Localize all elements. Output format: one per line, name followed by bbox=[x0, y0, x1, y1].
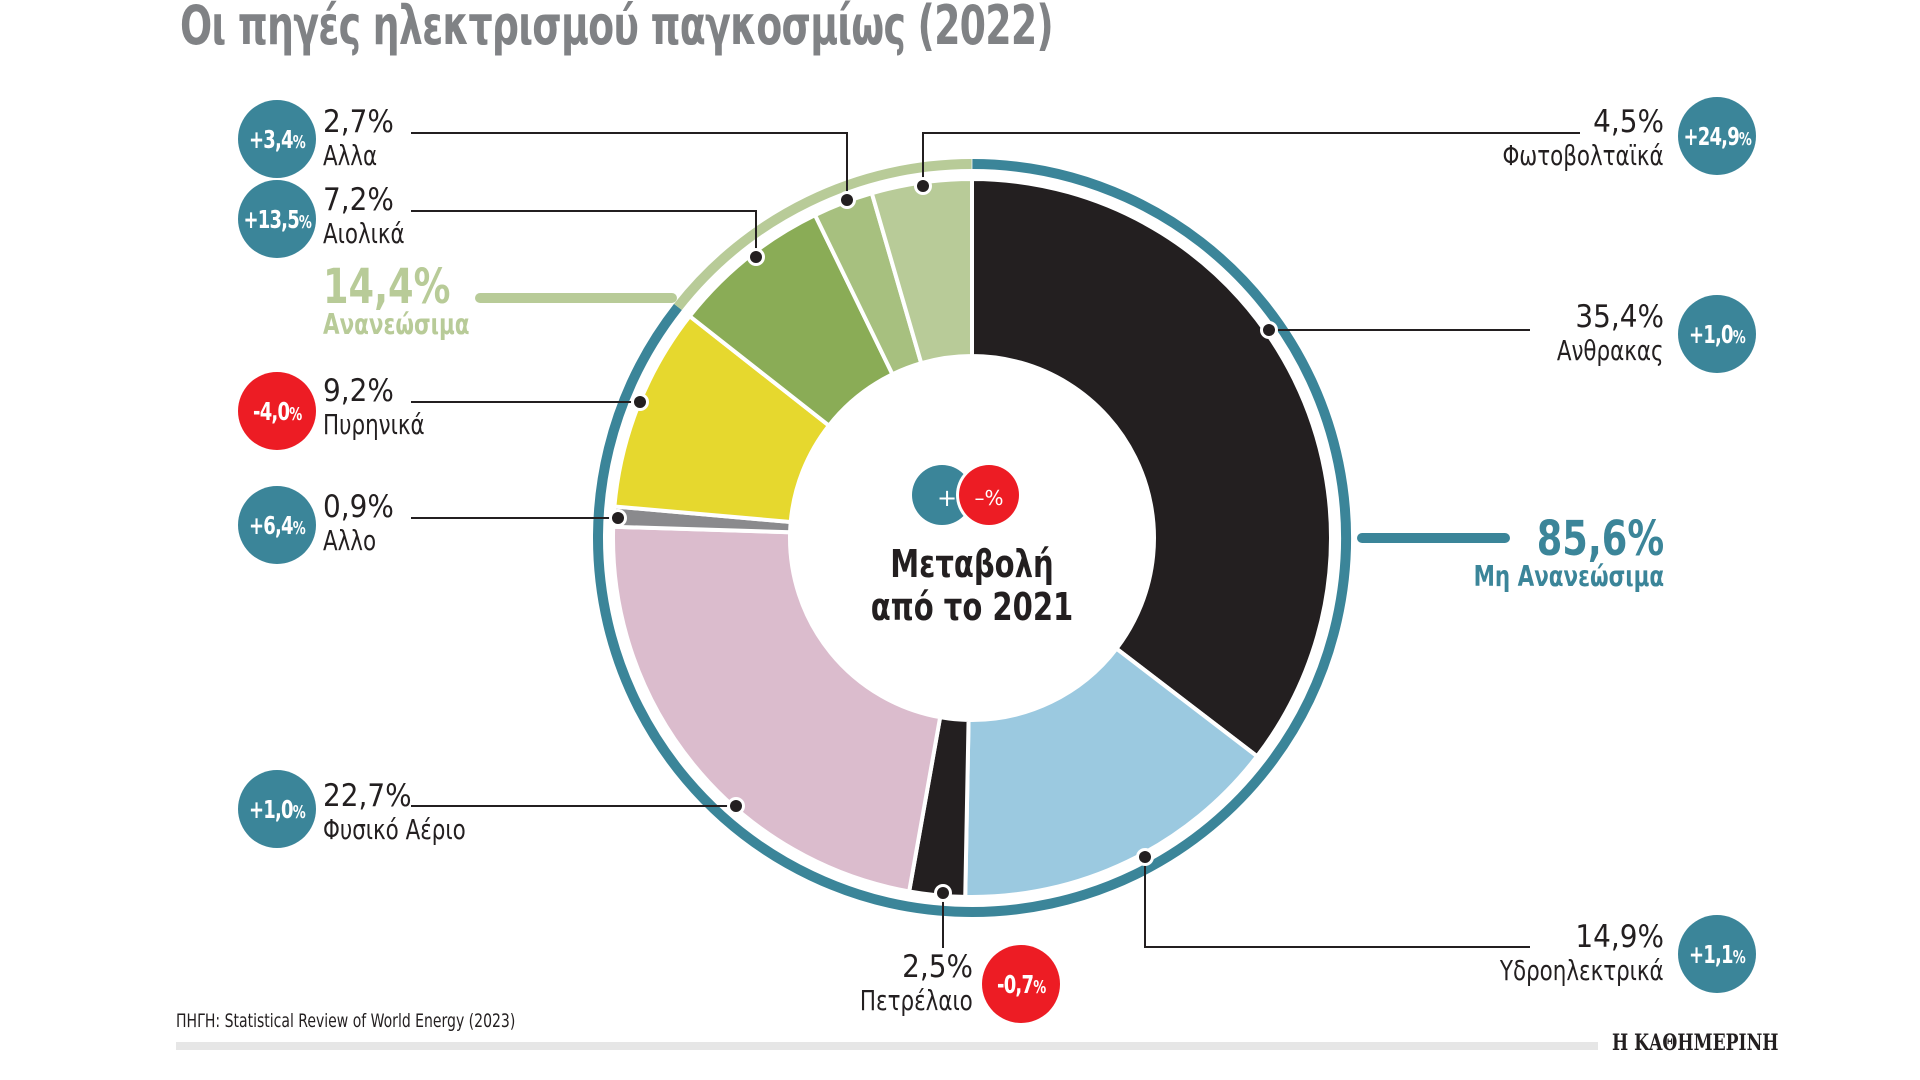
label-allo: 0,9% Αλλο bbox=[323, 492, 394, 555]
group-ring bbox=[475, 159, 1510, 917]
label-pct: 14,9% bbox=[1575, 919, 1664, 955]
label-pct: 9,2% bbox=[323, 373, 394, 409]
label-name: Αλλα bbox=[323, 139, 378, 172]
label-pct: 0,9% bbox=[323, 489, 394, 525]
change-badge-fotovoltaika: +24,9% bbox=[1678, 97, 1756, 175]
leader-lines bbox=[411, 132, 1580, 948]
change-badge-anthrakas: +1,0% bbox=[1678, 295, 1756, 373]
leader-dot bbox=[841, 194, 853, 206]
label-fysiko-aerio: 22,7% Φυσικό Αέριο bbox=[323, 781, 491, 844]
renewables-name: Ανανεώσιμα bbox=[323, 308, 470, 341]
leader-line bbox=[922, 132, 1580, 186]
leader-dot bbox=[1139, 851, 1151, 863]
label-name: Φυσικό Αέριο bbox=[323, 813, 466, 846]
label-name: Ανθρακας bbox=[1557, 334, 1664, 367]
label-fotovoltaika: 4,5% Φωτοβολταϊκά bbox=[1474, 107, 1664, 170]
label-alla: 2,7% Αλλα bbox=[323, 107, 394, 170]
label-name: Φωτοβολταϊκά bbox=[1502, 139, 1664, 172]
leader-dot bbox=[1263, 324, 1275, 336]
label-name: Υδροηλεκτρικά bbox=[1500, 954, 1664, 987]
leader-dot bbox=[937, 887, 949, 899]
leader-dot bbox=[730, 800, 742, 812]
footer-bar bbox=[176, 1042, 1598, 1050]
change-badge-ydroilektrika: +1,1% bbox=[1678, 915, 1756, 993]
non-renewables-name: Μη Ανανεώσιμα bbox=[1473, 560, 1664, 593]
donut-slice bbox=[970, 176, 1333, 760]
donut-slice bbox=[963, 645, 1260, 899]
source-note: ΠΗΓΗ: Statistical Review of World Energy… bbox=[176, 1010, 516, 1032]
label-ydroilektrika: 14,9% Υδροηλεκτρικά bbox=[1471, 922, 1664, 985]
non-renewables-group-label: 85,6% Μη Ανανεώσιμα bbox=[1440, 515, 1664, 591]
label-aiolika: 7,2% Αιολικά bbox=[323, 185, 419, 248]
leader-dot bbox=[634, 396, 646, 408]
leader-dot bbox=[612, 512, 624, 524]
non-renewables-pct: 85,6% bbox=[1536, 511, 1664, 567]
center-caption: Μεταβολή από το 2021 bbox=[870, 543, 1074, 628]
non-renewables-ring bbox=[593, 159, 1351, 917]
legend-minus-text: –% bbox=[974, 486, 1003, 510]
label-pct: 35,4% bbox=[1575, 299, 1664, 335]
donut-slice bbox=[869, 176, 974, 366]
label-petrelaio: 2,5% Πετρέλαιο bbox=[840, 952, 973, 1015]
change-badge-fysiko-aerio: +1,0% bbox=[238, 770, 316, 848]
label-name: Πυρηνικά bbox=[323, 408, 425, 441]
leader-line bbox=[411, 210, 757, 257]
leader-line bbox=[411, 132, 848, 200]
change-badge-pyrinika: -4,0% bbox=[238, 372, 316, 450]
renewables-group-label: 14,4% Ανανεώσιμα bbox=[323, 263, 495, 339]
renewables-ring bbox=[673, 159, 972, 311]
label-pct: 2,5% bbox=[902, 949, 973, 985]
change-badge-petrelaio: -0,7% bbox=[982, 945, 1060, 1023]
center-caption-line1: Μεταβολή bbox=[890, 542, 1054, 586]
label-anthrakas: 35,4% Ανθρακας bbox=[1538, 302, 1664, 365]
leader-dot bbox=[750, 251, 762, 263]
donut-slices bbox=[611, 176, 1333, 899]
legend-plus-circle bbox=[912, 465, 972, 525]
label-pct: 22,7% bbox=[323, 778, 412, 814]
legend-plus-text: + bbox=[937, 484, 957, 512]
label-name: Αλλο bbox=[323, 524, 377, 557]
leader-dot bbox=[917, 180, 929, 192]
label-name: Αιολικά bbox=[323, 217, 405, 250]
legend-minus-circle bbox=[959, 465, 1019, 525]
label-pct: 4,5% bbox=[1593, 104, 1664, 140]
label-name: Πετρέλαιο bbox=[860, 984, 973, 1017]
chart-title: Οι πηγές ηλεκτρισμού παγκοσμίως (2022) bbox=[180, 0, 1054, 57]
label-pct: 2,7% bbox=[323, 104, 394, 140]
center-caption-line2: από το 2021 bbox=[870, 584, 1074, 629]
leader-line bbox=[1144, 857, 1530, 948]
label-pct: 7,2% bbox=[323, 182, 394, 218]
label-pyrinika: 9,2% Πυρηνικά bbox=[323, 376, 443, 439]
donut-slice bbox=[611, 524, 943, 894]
brand-logo: Η ΚΑΘΗΜΕΡΙΝΗ bbox=[1612, 1030, 1779, 1056]
renewables-pct: 14,4% bbox=[323, 259, 451, 315]
change-badge-allo: +6,4% bbox=[238, 486, 316, 564]
change-badge-aiolika: +13,5% bbox=[238, 180, 316, 258]
change-badge-alla: +3,4% bbox=[238, 100, 316, 178]
